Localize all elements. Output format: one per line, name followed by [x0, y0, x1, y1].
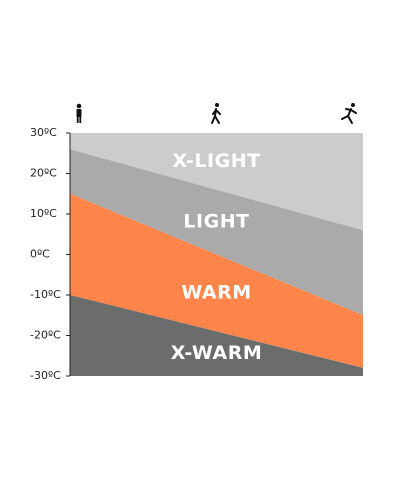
y-tick-label: 30ºC — [30, 126, 57, 139]
running-icon — [341, 103, 357, 124]
band-label: LIGHT — [183, 211, 249, 233]
band-label: WARM — [181, 281, 251, 303]
band — [70, 193, 363, 368]
y-tick-label: -30ºC — [30, 369, 61, 382]
standing-icon — [76, 103, 82, 123]
y-tick-label: -20ºC — [30, 329, 61, 342]
band-label: X-WARM — [171, 342, 262, 364]
y-tick-label: 10ºC — [30, 207, 57, 220]
band-label: X-LIGHT — [172, 150, 260, 172]
y-tick-label: 0ºC — [30, 248, 50, 261]
y-tick-label: 20ºC — [30, 167, 57, 180]
band — [70, 295, 363, 376]
band — [70, 149, 363, 316]
y-tick-label: -10ºC — [30, 288, 61, 301]
walking-icon — [211, 103, 221, 124]
band — [70, 133, 363, 231]
